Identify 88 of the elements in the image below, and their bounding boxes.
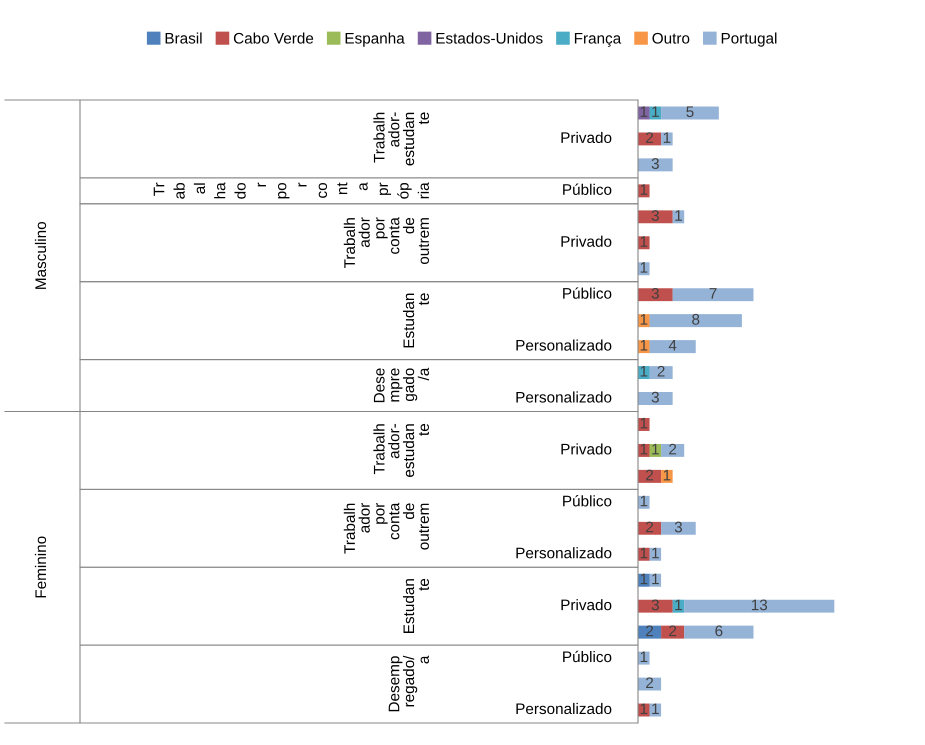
data-label: 1: [675, 600, 682, 610]
y-tick-label: Personalizado: [516, 339, 612, 351]
data-label: 1: [640, 548, 648, 558]
bar: [661, 626, 684, 639]
bar: [638, 600, 673, 613]
data-label: 1: [652, 703, 659, 714]
data-label: 1: [640, 574, 648, 584]
data-label: 4: [668, 340, 676, 351]
data-label: 7: [710, 288, 717, 299]
bar: [638, 392, 673, 406]
bar: [638, 288, 673, 302]
y-tick-label: Privado: [561, 132, 612, 144]
data-label: 1: [640, 184, 648, 195]
data-label: 3: [652, 210, 659, 221]
data-label: 3: [652, 158, 659, 169]
legend-label: Espanha: [346, 32, 405, 47]
data-label: 1: [640, 106, 648, 117]
y-tick-label: Público: [563, 184, 612, 195]
bar: [672, 288, 754, 302]
text: Masculino: [34, 222, 46, 289]
data-label: 2: [646, 625, 654, 636]
y-tick-label: Privado: [561, 236, 612, 247]
bar: [684, 600, 834, 613]
text: Desemp regado/ a: [388, 656, 429, 712]
data-label: 3: [652, 599, 659, 610]
data-label: 3: [652, 288, 659, 299]
data-label: 1: [640, 444, 648, 454]
text: Tr ab al ha do r po r co nt a pr óp ria: [154, 182, 429, 199]
bar: [650, 314, 742, 328]
data-label: 1: [640, 340, 648, 351]
data-label: 1: [664, 132, 670, 143]
data-label: 5: [686, 106, 694, 118]
data-label: 1: [652, 106, 659, 117]
y-tick-label: Privado: [561, 599, 612, 610]
legend-label: Outro: [652, 32, 690, 44]
data-label: 2: [669, 625, 676, 636]
y-tick-label: Personalizado: [516, 702, 612, 714]
bar: [661, 444, 684, 457]
text: Trabalh ador por conta de outrem: [344, 217, 429, 268]
legend-label: França: [574, 33, 622, 47]
text: Trabalh ador por conta de outrem: [344, 502, 429, 554]
legend-label: Cabo Verde: [234, 32, 314, 44]
data-label: 1: [652, 444, 659, 454]
bar: [661, 106, 719, 120]
data-label: 2: [646, 132, 654, 143]
data-label: 1: [640, 262, 648, 273]
y-tick-label: Público: [563, 495, 612, 506]
text: Trabalh ador- estudan te: [373, 112, 429, 166]
text: Dese mpre gado /a: [374, 368, 429, 402]
legend-label: Estados-Unidos: [436, 32, 543, 44]
text: Trabalh ador- estudan te: [373, 424, 429, 477]
bar: [650, 366, 673, 380]
data-label: 1: [640, 314, 648, 325]
legend-label: Brasil: [166, 32, 202, 44]
y-tick-label: Personalizado: [516, 547, 612, 558]
text: Estudan te: [402, 578, 429, 633]
data-label: 6: [715, 625, 722, 636]
data-label: 3: [652, 392, 659, 403]
data-label: 1: [664, 470, 670, 480]
y-tick-label: Público: [563, 287, 612, 299]
data-label: 1: [640, 418, 648, 428]
data-label: 1: [640, 652, 648, 662]
data-label: 8: [692, 314, 700, 325]
data-label: 13: [752, 599, 768, 610]
data-label: 1: [652, 548, 659, 558]
data-label: 1: [640, 496, 648, 506]
data-label: 2: [669, 444, 676, 454]
bar: [638, 210, 673, 224]
data-label: 2: [646, 470, 654, 480]
bar: [684, 626, 754, 639]
data-label: 2: [658, 366, 665, 377]
data-label: 1: [675, 210, 682, 221]
data-label: 1: [640, 366, 648, 377]
bar: [638, 158, 673, 172]
data-label: 3: [674, 522, 682, 532]
text: Estudan te: [402, 293, 429, 348]
data-label: 1: [640, 236, 648, 247]
bar: [661, 522, 696, 535]
data-label: 1: [640, 703, 648, 714]
bar: [650, 340, 696, 354]
text: Feminino: [34, 536, 46, 598]
data-label: 2: [646, 522, 654, 532]
y-tick-label: Privado: [561, 443, 612, 455]
y-tick-label: Público: [563, 650, 612, 662]
legend-label: Portugal: [722, 32, 776, 47]
data-label: 1: [652, 574, 659, 584]
data-label: 2: [646, 677, 654, 688]
y-tick-label: Personalizado: [516, 391, 612, 403]
